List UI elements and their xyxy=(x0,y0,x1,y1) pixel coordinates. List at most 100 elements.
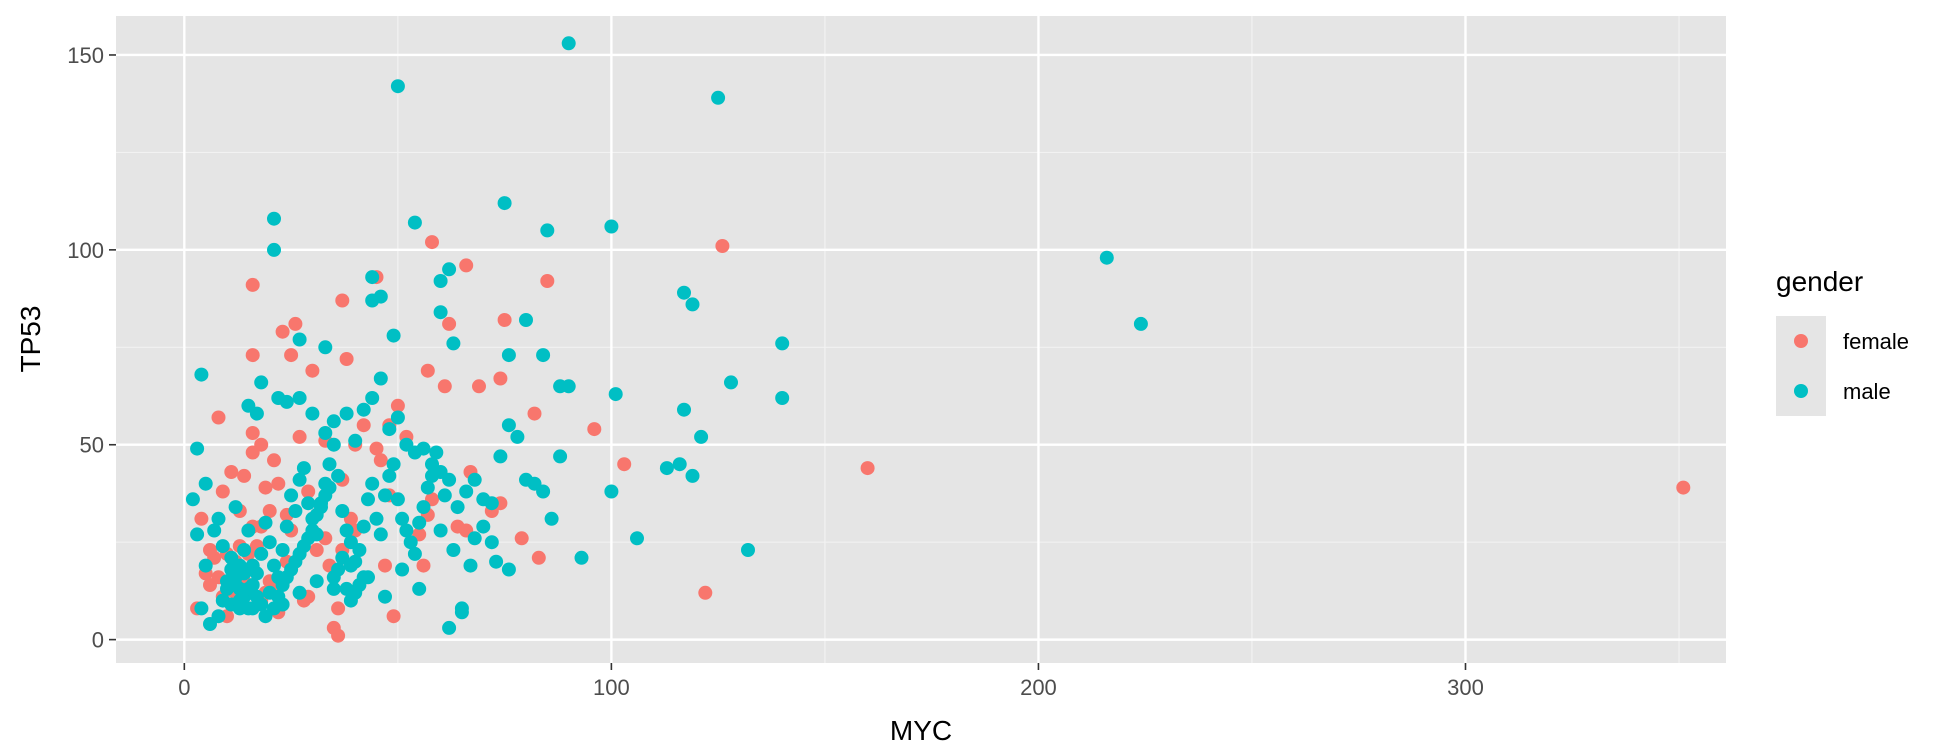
data-points xyxy=(185,36,1691,643)
x-tick-label: 300 xyxy=(1447,675,1484,700)
data-point-male xyxy=(1099,250,1114,265)
data-point-male xyxy=(399,523,414,538)
data-point-male xyxy=(630,531,644,546)
data-point-female xyxy=(245,445,260,460)
y-axis-title: TP53 xyxy=(15,306,46,373)
data-point-male xyxy=(446,336,461,351)
data-point-female xyxy=(203,543,217,557)
data-point-male xyxy=(604,484,619,499)
data-point-male xyxy=(416,441,431,456)
data-point-female xyxy=(527,406,542,421)
data-point-male xyxy=(356,402,371,417)
data-point-male xyxy=(249,566,264,581)
data-point-male xyxy=(437,488,452,503)
data-point-male xyxy=(433,274,448,288)
data-point-male xyxy=(207,523,222,538)
data-point-female xyxy=(386,609,401,624)
data-point-female xyxy=(267,453,281,468)
data-point-male xyxy=(365,391,380,405)
data-point-male xyxy=(288,504,303,518)
data-point-male xyxy=(254,375,269,390)
data-point-female xyxy=(331,601,346,616)
data-point-male xyxy=(365,476,380,491)
data-point-male xyxy=(271,589,286,604)
data-point-female xyxy=(369,441,384,456)
data-point-male xyxy=(463,558,478,573)
data-point-male xyxy=(284,488,299,503)
data-point-male xyxy=(309,574,324,589)
data-point-male xyxy=(672,457,687,472)
data-point-female xyxy=(373,453,388,468)
y-tick-label: 100 xyxy=(67,238,104,263)
major-gridlines xyxy=(116,16,1726,663)
data-point-male xyxy=(390,79,405,94)
data-point-male xyxy=(442,620,457,635)
data-point-male xyxy=(254,546,269,561)
data-point-male xyxy=(390,410,405,425)
data-point-male xyxy=(322,457,337,472)
data-point-male xyxy=(561,36,576,51)
data-point-male xyxy=(407,215,422,230)
data-point-male xyxy=(694,429,709,444)
data-point-male xyxy=(412,581,427,596)
data-point-male xyxy=(433,523,448,538)
data-point-male xyxy=(510,429,525,444)
legend-dot-female xyxy=(1794,334,1808,348)
data-point-female xyxy=(472,379,486,394)
data-point-male xyxy=(326,437,341,452)
data-point-female xyxy=(301,484,316,499)
data-point-male xyxy=(741,543,755,557)
data-point-female xyxy=(215,484,230,499)
data-point-male xyxy=(211,511,226,526)
data-point-male xyxy=(433,305,448,320)
data-point-male xyxy=(373,371,388,386)
data-point-male xyxy=(249,406,264,421)
data-point-female xyxy=(497,313,512,327)
data-point-female xyxy=(437,379,452,394)
x-tick-label: 0 xyxy=(178,675,190,700)
data-point-male xyxy=(322,480,337,495)
data-point-female xyxy=(245,277,260,292)
data-point-female xyxy=(288,316,303,331)
data-point-male xyxy=(228,500,243,515)
data-point-female xyxy=(1676,480,1691,495)
data-point-male xyxy=(215,593,230,608)
data-point-male xyxy=(420,480,435,495)
data-point-male xyxy=(326,581,341,596)
data-point-male xyxy=(275,543,290,557)
data-point-male xyxy=(373,527,388,542)
data-point-male xyxy=(501,418,516,433)
data-point-female xyxy=(275,324,290,339)
data-point-female xyxy=(271,476,286,491)
data-point-male xyxy=(378,589,392,604)
data-point-male xyxy=(339,523,354,538)
data-point-male xyxy=(407,546,422,561)
legend-label-male: male xyxy=(1843,379,1891,404)
data-point-male xyxy=(403,535,418,550)
data-point-male xyxy=(553,449,568,464)
data-point-female xyxy=(245,348,260,363)
data-point-male xyxy=(292,332,307,347)
data-point-female xyxy=(390,398,405,413)
data-point-male xyxy=(301,496,316,511)
data-point-female xyxy=(617,457,632,472)
data-point-male xyxy=(604,219,619,234)
data-point-male xyxy=(454,605,469,620)
data-point-male xyxy=(608,387,623,402)
data-point-male xyxy=(267,211,281,226)
data-point-male xyxy=(382,468,397,483)
data-point-female xyxy=(258,480,273,495)
data-point-male xyxy=(1133,316,1148,331)
x-axis: 0 100 200 300 xyxy=(178,663,1484,700)
data-point-male xyxy=(365,270,380,285)
x-axis-title: MYC xyxy=(890,715,952,746)
data-point-male xyxy=(659,461,674,476)
data-point-female xyxy=(262,504,277,518)
data-point-female xyxy=(292,429,307,444)
data-point-male xyxy=(228,570,243,585)
data-point-female xyxy=(284,348,299,363)
data-point-male xyxy=(685,297,700,312)
data-point-male xyxy=(497,196,512,211)
data-point-male xyxy=(237,543,252,557)
